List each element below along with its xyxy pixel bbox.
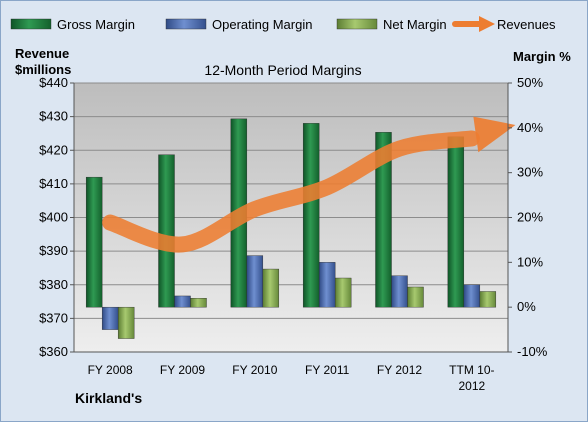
legend-label: Gross Margin — [57, 17, 135, 32]
x-tick-label: FY 2008 — [88, 363, 133, 377]
legend-label: Revenues — [497, 17, 556, 32]
company-label: Kirkland's — [75, 390, 142, 406]
revenue-line-layer — [102, 116, 516, 253]
legend-swatch-arrow — [479, 16, 495, 32]
gross-margin-bar — [158, 154, 175, 308]
x-tick-label-line: FY 2009 — [160, 363, 205, 377]
x-tick-label: FY 2010 — [232, 363, 277, 377]
right-axis-title: Margin % — [513, 49, 571, 64]
x-tick-label-line: TTM 10- — [449, 363, 494, 377]
legend-label: Operating Margin — [212, 17, 312, 32]
x-tick-label: TTM 10- 2012 — [449, 363, 494, 393]
net-margin-bar — [407, 286, 424, 308]
legend-swatch — [165, 18, 207, 30]
x-tick-label: FY 2009 — [160, 363, 205, 377]
left-tick-label: $370 — [39, 310, 68, 325]
left-tick-label: $430 — [39, 109, 68, 124]
right-tick-label: 0% — [517, 299, 536, 314]
left-tick-label: $420 — [39, 142, 68, 157]
x-tick-label-line: 2012 — [458, 379, 485, 393]
left-tick-label: $410 — [39, 176, 68, 191]
operating-margin-bar — [246, 255, 264, 308]
right-tick-label: -10% — [517, 344, 548, 359]
x-tick-label: FY 2011 — [305, 363, 350, 377]
net-margin-bar — [262, 268, 280, 308]
gross-margin-bar — [85, 176, 103, 308]
right-tick-label: 20% — [517, 210, 543, 225]
right-tick-label: 40% — [517, 120, 543, 135]
axes-layer: $360 $370 $380 $390 $400 $410 $420 $430 $440 -10%… — [39, 75, 548, 393]
left-tick-label: $380 — [39, 277, 68, 292]
revenues-arrowhead — [473, 116, 516, 153]
operating-margin-bar — [463, 284, 481, 308]
left-axis-title-line: $millions — [15, 62, 71, 77]
x-tick-label-line: FY 2008 — [88, 363, 133, 377]
legend-label: Net Margin — [383, 17, 447, 32]
operating-margin-bar — [391, 275, 408, 308]
revenues-line — [102, 130, 480, 253]
left-tick-label: $360 — [39, 344, 68, 359]
x-tick-label-line: FY 2011 — [305, 363, 350, 377]
x-tick-label-line: FY 2010 — [232, 363, 277, 377]
x-tick-label-line: FY 2012 — [377, 363, 422, 377]
net-margin-bar — [334, 277, 352, 308]
right-tick-label: 50% — [517, 75, 543, 90]
gross-margin-bar — [302, 123, 320, 308]
x-tick-label: FY 2012 — [377, 363, 422, 377]
net-margin-bar — [479, 291, 497, 308]
gross-margin-bar — [375, 132, 392, 308]
left-axis-title: Revenue $millions — [15, 46, 71, 77]
operating-margin-bar — [101, 306, 119, 330]
right-tick-label: 30% — [517, 165, 543, 180]
right-tick-label: 10% — [517, 254, 543, 269]
left-tick-label: $440 — [39, 75, 68, 90]
left-tick-label: $390 — [39, 243, 68, 258]
net-margin-bar — [190, 298, 207, 308]
gross-margin-bar — [447, 136, 465, 308]
net-margin-bar — [117, 306, 135, 339]
left-tick-label: $400 — [39, 210, 68, 225]
legend-swatch — [10, 18, 52, 30]
operating-margin-bar — [318, 262, 336, 308]
legend: Gross Margin Operating Margin Net Margin Re… — [10, 16, 556, 32]
chart-title: 12-Month Period Margins — [204, 62, 361, 78]
legend-swatch — [336, 18, 378, 30]
left-axis-title-line: Revenue — [15, 46, 69, 61]
operating-margin-bar — [174, 295, 191, 308]
